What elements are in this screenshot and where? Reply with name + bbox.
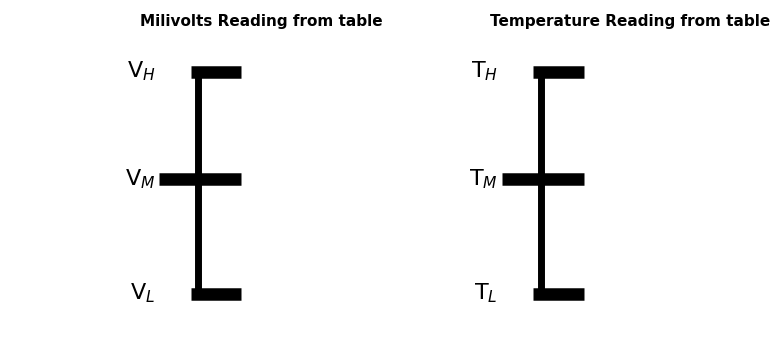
Text: Temperature Reading from table: Temperature Reading from table: [490, 14, 770, 29]
Text: $\mathregular{V}_{M}$: $\mathregular{V}_{M}$: [125, 167, 156, 191]
Text: $\mathregular{T}_{L}$: $\mathregular{T}_{L}$: [475, 282, 498, 305]
Text: $\mathregular{T}_{M}$: $\mathregular{T}_{M}$: [469, 167, 498, 191]
Text: $\mathregular{V}_{H}$: $\mathregular{V}_{H}$: [127, 60, 156, 83]
Text: $\mathregular{V}_{L}$: $\mathregular{V}_{L}$: [131, 282, 156, 305]
Text: $\mathregular{T}_{H}$: $\mathregular{T}_{H}$: [471, 60, 498, 83]
Text: Milivolts Reading from table: Milivolts Reading from table: [140, 14, 383, 29]
